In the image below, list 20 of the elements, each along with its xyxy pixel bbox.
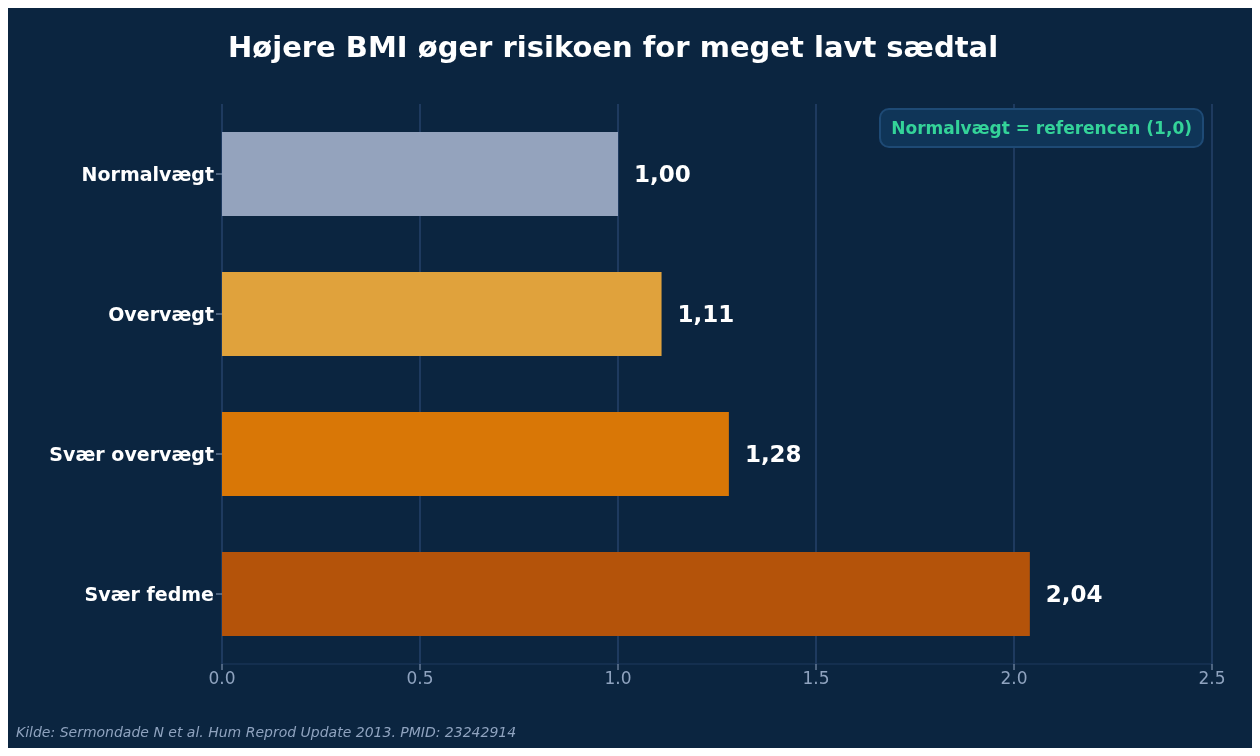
annotation: Normalvægt = referencen (1,0) <box>879 108 1204 148</box>
x-tick-label: 1.5 <box>802 668 830 689</box>
bar <box>222 272 662 356</box>
y-tick-label: Overvægt <box>108 302 214 325</box>
y-tick-label: Normalvægt <box>81 162 214 185</box>
chart-title: Højere BMI øger risikoen for meget lavt sædtal <box>228 30 999 64</box>
y-tick-label: Svær overvægt <box>49 442 214 465</box>
data-label: 2,04 <box>1045 581 1103 608</box>
data-label: 1,00 <box>634 161 691 188</box>
x-tick-label: 2.5 <box>1198 668 1226 689</box>
data-label: 1,28 <box>744 441 802 468</box>
data-label: 1,11 <box>677 301 735 328</box>
bar <box>222 412 729 496</box>
x-tick-label: 0.0 <box>208 668 236 689</box>
text: Kilde: Sermondade N et al. Hum Reprod Update 2013. PMID: 23242914 <box>16 724 517 740</box>
y-tick-label: Svær fedme <box>84 582 214 605</box>
bar <box>222 552 1030 636</box>
x-tick-label: 2.0 <box>1000 668 1028 689</box>
x-tick-label: 1.0 <box>604 668 632 689</box>
x-tick-label: 0.5 <box>406 668 434 689</box>
